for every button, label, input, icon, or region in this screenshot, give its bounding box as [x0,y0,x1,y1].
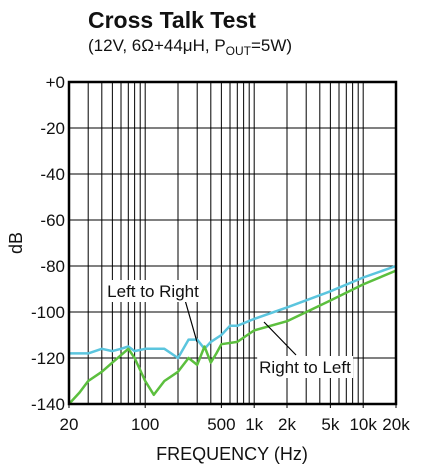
y-tick-label: -120 [31,349,65,368]
y-tick-label: -40 [40,165,65,184]
series-line [69,264,397,360]
legend-label: Left to Right [107,282,199,301]
chart-title: Cross Talk Test [88,7,256,33]
chart-subtitle: (12V, 6Ω+44μH, POUT=5W) [88,36,292,58]
y-tick-label: +0 [46,73,65,92]
x-tick-label: 2k [278,415,296,434]
y-tick-label: -100 [31,303,65,322]
legend-label: Right to Left [259,358,351,377]
annotation-pointer [263,321,297,356]
x-tick-label: 5k [321,415,339,434]
x-tick-label: 1k [245,415,263,434]
x-tick-label: 20 [60,415,79,434]
subtitle-part: (12V, 6Ω+44μH, P [88,36,226,55]
y-tick-label: -60 [40,211,65,230]
subtitle-part: =5W) [251,36,292,55]
y-tick-label: -140 [31,395,65,414]
series-line [68,269,397,405]
annotation-pointer [184,299,198,343]
plot-frame [67,80,398,406]
x-tick-label: 100 [131,415,159,434]
x-tick-label: 500 [207,415,235,434]
x-tick-label: 20k [382,415,410,434]
y-tick-label: -80 [40,257,65,276]
x-axis-label: FREQUENCY (Hz) [156,444,308,464]
x-tick-label: 10k [349,415,377,434]
legend-label-bg [105,280,202,302]
subtitle-subscript: OUT [226,44,252,58]
y-tick-label: -20 [40,119,65,138]
y-axis-label: dB [6,232,26,254]
legend-label-bg [257,356,354,378]
